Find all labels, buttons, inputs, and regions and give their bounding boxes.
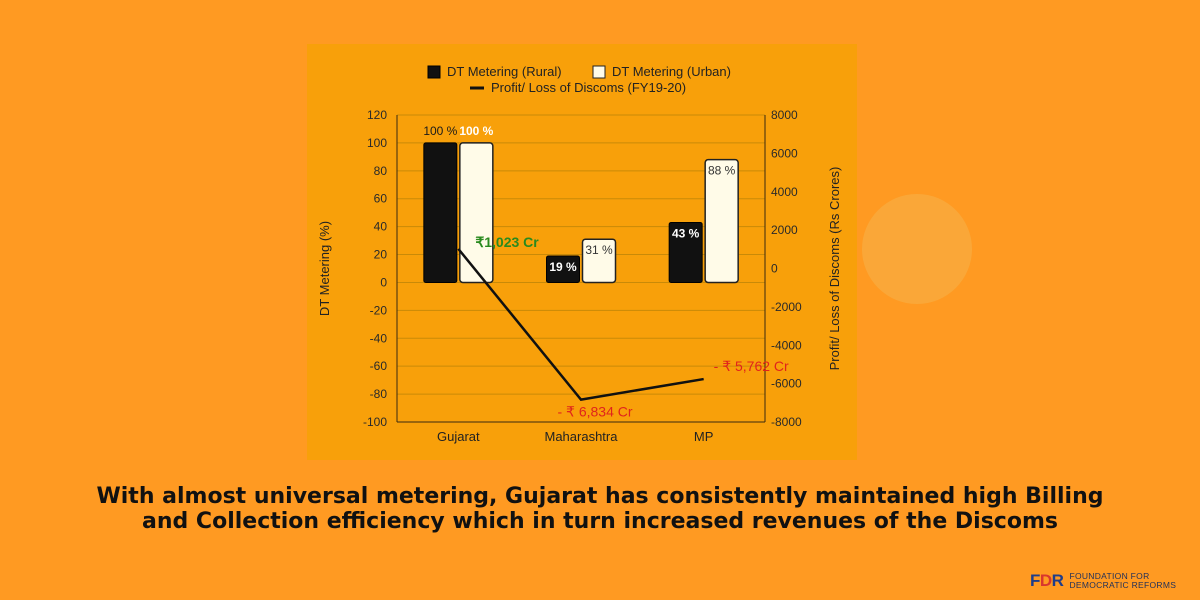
- line-label: ₹1,023 Cr: [475, 234, 539, 250]
- y2-tick-label: -6000: [771, 377, 802, 391]
- y-tick-label: -80: [370, 387, 388, 401]
- logo-mark: FDR: [1030, 571, 1064, 590]
- y-tick-label: 60: [374, 192, 388, 206]
- bar-rural: [423, 142, 458, 283]
- y2-tick-label: 6000: [771, 146, 798, 160]
- y-tick-label: 80: [374, 164, 388, 178]
- logo-text: FOUNDATION FOR DEMOCRATIC REFORMS: [1069, 571, 1177, 590]
- bar-label-rural: 43 %: [672, 226, 700, 240]
- bar-urban: [704, 158, 739, 284]
- y-tick-label: -40: [370, 331, 388, 345]
- bar-label-rural: 100 %: [423, 124, 457, 138]
- legend-swatch-urban: [592, 65, 606, 79]
- legend-label-line: Profit/ Loss of Discoms (FY19-20): [491, 80, 686, 95]
- y2-tick-label: -8000: [771, 415, 802, 429]
- y2-axis-title: Profit/ Loss of Discoms (Rs Crores): [827, 167, 842, 371]
- chart: 120 100 80 60 40 20 0 -20 -40 -60 -80 -100 8000 6000 4…: [317, 64, 842, 444]
- y-tick-label: -100: [363, 415, 387, 429]
- y-tick-label: 0: [380, 275, 387, 289]
- bar-urban: [459, 142, 494, 284]
- bar-rural: [668, 221, 703, 283]
- y-tick-label: 20: [374, 248, 388, 262]
- line-label: - ₹ 6,834 Cr: [557, 404, 632, 420]
- y-tick-label: 100: [367, 136, 387, 150]
- y2-tick-label: -2000: [771, 300, 802, 314]
- y-tick-label: 120: [367, 108, 387, 122]
- y-tick-label: 40: [374, 220, 388, 234]
- legend-swatch-rural: [427, 65, 441, 79]
- legend-label-rural: DT Metering (Rural): [447, 64, 562, 79]
- bar-label-urban: 31 %: [585, 243, 613, 257]
- lightbulb-watermark-icon: [862, 194, 972, 304]
- y-tick-label: -20: [370, 303, 388, 317]
- chart-panel: 120 100 80 60 40 20 0 -20 -40 -60 -80 -100 8000 6000 4…: [307, 44, 972, 460]
- profit-loss-line: [457, 248, 704, 401]
- legend-label-urban: DT Metering (Urban): [612, 64, 731, 79]
- bar-rural: [546, 255, 580, 283]
- x-tick-label: MP: [694, 429, 714, 444]
- y2-tick-label: -4000: [771, 338, 802, 352]
- bar-label-rural: 19 %: [549, 260, 577, 274]
- x-tick-label: Maharashtra: [545, 429, 619, 444]
- line-label: - ₹ 5,762 Cr: [714, 358, 789, 374]
- y2-tick-label: 8000: [771, 108, 798, 122]
- caption: With almost universal metering, Gujarat …: [96, 484, 1104, 534]
- y2-tick-label: 2000: [771, 223, 798, 237]
- x-tick-label: Gujarat: [437, 429, 480, 444]
- bar-urban: [581, 238, 617, 284]
- y-tick-label: -60: [370, 359, 388, 373]
- y2-tick-label: 4000: [771, 185, 798, 199]
- bar-label-urban: 88 %: [708, 164, 736, 178]
- bar-label-urban: 100 %: [459, 124, 493, 138]
- y-axis-title: DT Metering (%): [317, 221, 332, 316]
- fdr-logo: FDR FOUNDATION FOR DEMOCRATIC REFORMS: [1030, 571, 1176, 591]
- y2-tick-label: 0: [771, 262, 778, 276]
